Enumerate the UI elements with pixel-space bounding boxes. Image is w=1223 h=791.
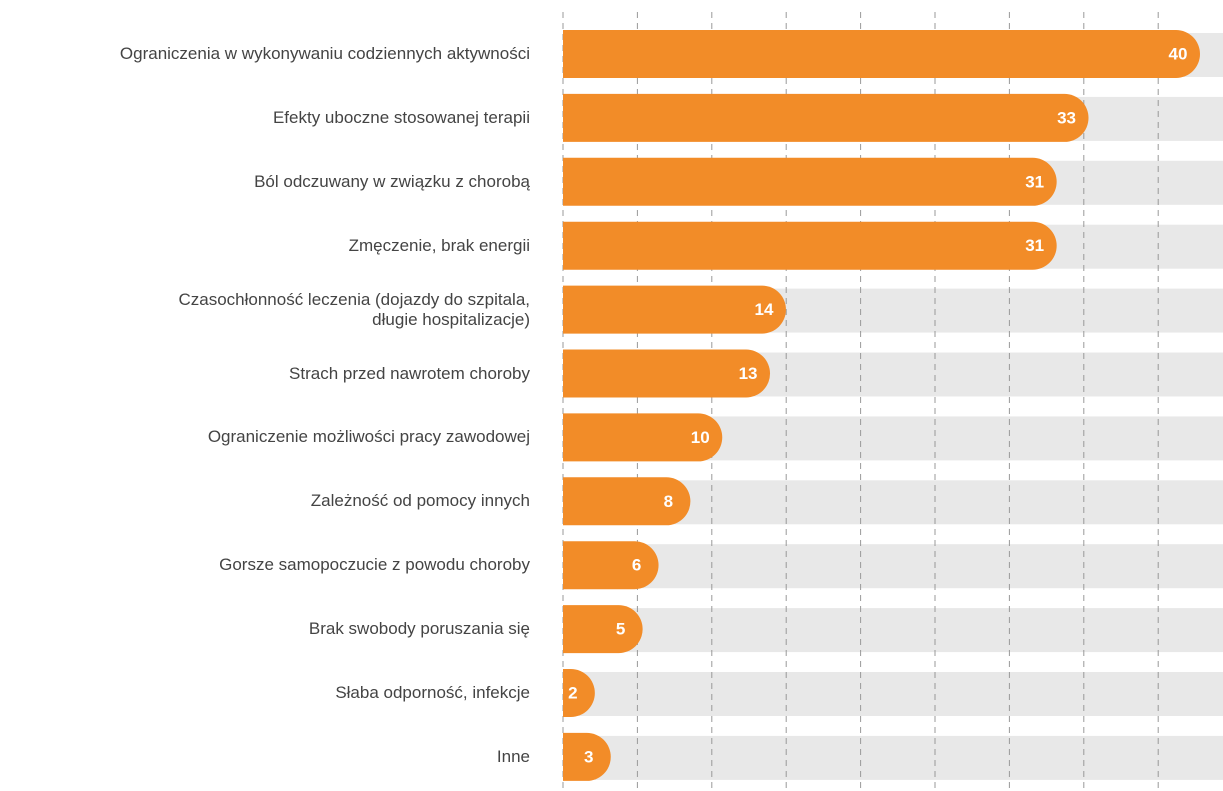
bar — [563, 732, 611, 781]
value-label: 13 — [739, 364, 758, 383]
bar — [563, 285, 786, 334]
category-label: Zależność od pomocy innych — [310, 491, 530, 511]
bar — [563, 157, 1057, 206]
category-label: Ograniczenia w wykonywaniu codziennych a… — [119, 44, 530, 63]
bar — [563, 605, 643, 654]
category-label: Inne — [496, 746, 530, 766]
value-label: 2 — [568, 683, 577, 702]
bar — [563, 541, 659, 590]
value-label: 5 — [616, 620, 625, 639]
bar — [563, 221, 1057, 270]
bar — [563, 477, 691, 526]
category-label: Słaba odporność, infekcje — [335, 683, 530, 702]
value-label: 10 — [691, 428, 710, 447]
category-label: Brak swobody poruszania się — [308, 619, 530, 639]
value-label: 31 — [1025, 172, 1044, 191]
row-band — [563, 735, 1223, 780]
row-band — [563, 608, 1223, 653]
row-band — [563, 672, 1223, 716]
value-label: 14 — [754, 300, 773, 319]
bar — [563, 30, 1200, 78]
bar — [563, 413, 723, 462]
value-label: 6 — [632, 556, 641, 575]
value-label: 40 — [1169, 44, 1188, 63]
value-label: 31 — [1025, 236, 1044, 255]
category-label: Strach przed nawrotem choroby — [289, 363, 530, 383]
bar — [563, 93, 1089, 142]
category-label: Zmęczenie, brak energii — [348, 235, 530, 255]
category-label: Efekty uboczne stosowanej terapii — [272, 107, 530, 127]
category-label: Czasochłonność leczenia (dojazdy do szpi… — [178, 289, 530, 329]
bar — [563, 669, 595, 717]
row-band — [563, 544, 1223, 589]
value-label: 33 — [1057, 108, 1076, 127]
value-label: 3 — [584, 747, 593, 766]
category-label: Gorsze samopoczucie z powodu choroby — [219, 555, 530, 575]
category-label: Ból odczuwany w związku z chorobą — [254, 171, 530, 191]
category-label: Ograniczenie możliwości pracy zawodowej — [207, 427, 530, 447]
bar — [563, 349, 771, 398]
value-label: 8 — [664, 492, 673, 511]
